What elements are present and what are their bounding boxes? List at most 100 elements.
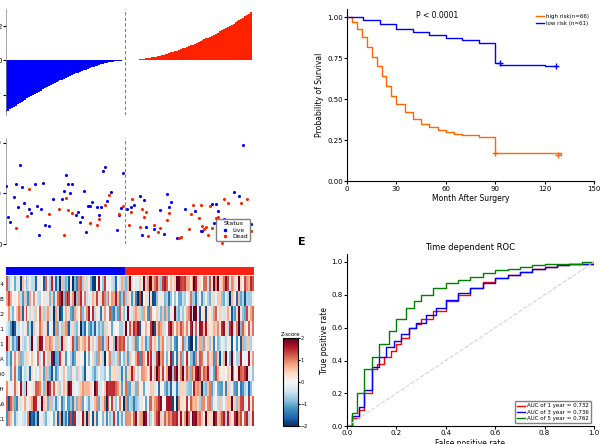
Point	[97, 203, 106, 210]
Point	[235, 193, 244, 200]
Bar	[246, 15, 248, 60]
Bar	[145, 59, 147, 60]
Point	[184, 225, 194, 232]
Bar	[159, 56, 161, 60]
Bar	[164, 54, 166, 60]
Bar	[143, 59, 145, 60]
Bar	[89, 60, 91, 68]
Bar	[241, 19, 242, 60]
Point	[141, 209, 151, 216]
Bar	[233, 24, 235, 60]
Point	[98, 168, 108, 175]
AUC of 3 year = 0.736	[361, 388, 368, 393]
Bar	[71, 60, 73, 75]
AUC of 1 year = 0.732	[368, 366, 375, 372]
Bar	[200, 41, 202, 60]
X-axis label: Month After Surgery: Month After Surgery	[432, 194, 509, 203]
Point	[136, 224, 145, 231]
AUC of 3 year = 0.736	[398, 332, 405, 337]
high risk(n=66)	[383, 83, 390, 89]
Point	[244, 234, 254, 241]
AUC of 5 year = 0.762	[578, 259, 585, 265]
high risk(n=66)	[425, 124, 433, 130]
Bar	[83, 60, 85, 70]
Bar	[184, 48, 186, 60]
Bar	[211, 36, 213, 60]
AUC of 1 year = 0.732	[361, 391, 368, 396]
Point	[3, 214, 13, 221]
Bar	[97, 60, 98, 66]
Title: Z-score: Z-score	[280, 332, 300, 337]
Point	[59, 187, 69, 194]
Point	[231, 216, 241, 223]
Bar	[203, 40, 205, 60]
Point	[163, 217, 172, 224]
low risk (n=61)	[458, 37, 466, 43]
Bar	[230, 25, 233, 60]
low risk (n=61)	[409, 29, 416, 35]
AUC of 3 year = 0.736	[491, 276, 499, 281]
Point	[155, 224, 164, 231]
AUC of 3 year = 0.736	[413, 320, 420, 325]
high risk(n=66)	[475, 135, 482, 140]
Bar	[23, 60, 25, 101]
Point	[186, 210, 196, 217]
Bar	[188, 46, 190, 60]
Point	[496, 59, 505, 67]
AUC of 1 year = 0.732	[388, 348, 395, 353]
Point	[208, 200, 217, 207]
Point	[217, 239, 227, 246]
Point	[48, 195, 58, 202]
Bar	[244, 16, 246, 60]
Point	[38, 179, 48, 186]
high risk(n=66)	[348, 20, 355, 25]
Point	[197, 222, 207, 230]
Bar	[242, 17, 244, 60]
Point	[106, 188, 116, 195]
Point	[58, 195, 67, 202]
low risk (n=61)	[475, 41, 482, 46]
Point	[205, 202, 215, 210]
Point	[143, 233, 153, 240]
Bar	[223, 29, 225, 60]
Point	[137, 206, 147, 213]
Text: D: D	[298, 0, 307, 2]
AUC of 3 year = 0.736	[504, 273, 511, 278]
Point	[172, 235, 182, 242]
AUC of 3 year = 0.736	[479, 281, 487, 286]
AUC of 1 year = 0.732	[380, 355, 388, 360]
Bar	[42, 60, 44, 90]
Point	[203, 232, 213, 239]
AUC of 5 year = 0.762	[442, 281, 449, 286]
Bar	[112, 60, 114, 62]
Bar	[141, 59, 143, 60]
Point	[40, 222, 50, 229]
AUC of 3 year = 0.736	[376, 355, 383, 360]
Point	[104, 191, 114, 198]
Point	[62, 171, 71, 178]
Point	[100, 164, 110, 171]
Point	[213, 207, 223, 214]
Bar	[174, 51, 176, 60]
Point	[155, 206, 164, 214]
Bar	[236, 21, 238, 60]
Point	[25, 186, 34, 193]
Point	[164, 204, 174, 211]
Point	[83, 202, 92, 210]
AUC of 5 year = 0.762	[467, 274, 474, 279]
AUC of 5 year = 0.762	[479, 271, 487, 276]
Point	[247, 220, 256, 227]
Bar	[5, 60, 7, 112]
Point	[139, 213, 149, 220]
AUC of 5 year = 0.762	[553, 261, 560, 266]
Bar	[114, 60, 116, 61]
Bar	[155, 56, 157, 60]
Point	[180, 206, 190, 213]
high risk(n=66)	[458, 133, 466, 138]
Point	[126, 204, 136, 211]
Bar	[219, 32, 221, 60]
low risk (n=61)	[343, 14, 350, 20]
Bar	[61, 60, 64, 79]
Point	[236, 199, 246, 206]
Bar	[176, 51, 178, 60]
